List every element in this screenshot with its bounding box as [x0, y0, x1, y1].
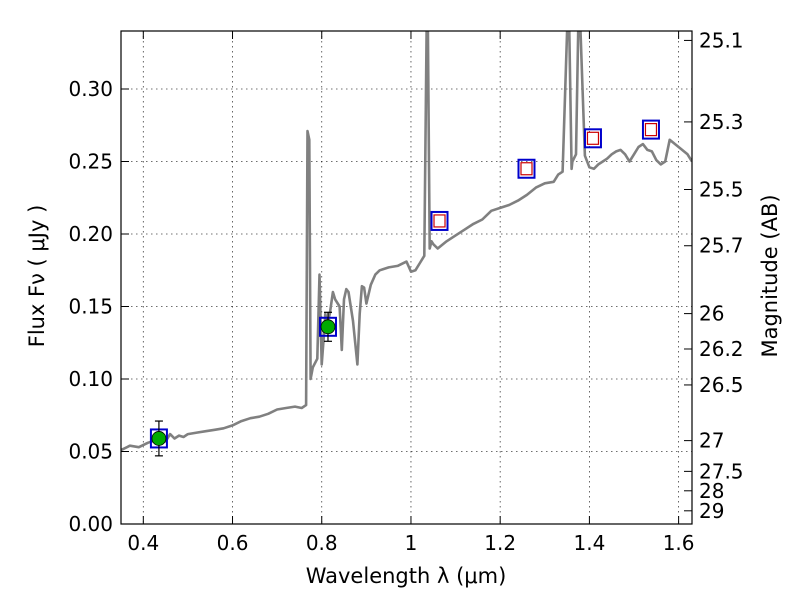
x-tick-label: 1.2 [484, 531, 516, 555]
x-tick-label: 1.6 [663, 531, 695, 555]
y-tick-label: 0.15 [68, 295, 113, 319]
right-tick-label: 25.1 [699, 28, 744, 52]
observed-point [320, 319, 336, 335]
spectrum-layer [121, 31, 692, 452]
right-tick-label: 26.5 [699, 373, 744, 397]
model-band-box [430, 210, 449, 231]
x-tick-label: 1.4 [573, 531, 605, 555]
x-tick-label: 1 [405, 531, 418, 555]
y-tick-label: 0.10 [68, 367, 113, 391]
x-tick-label: 0.8 [306, 531, 338, 555]
y-right-axis-label: Magnitude (AB) [758, 194, 782, 357]
grid-layer [121, 31, 692, 525]
points-layer [149, 119, 660, 457]
upper-limit-box [644, 122, 658, 137]
model-band-box [583, 128, 602, 149]
upper-limit-box [520, 162, 533, 176]
right-tick-label: 26 [699, 302, 724, 326]
x-axis-label: Wavelength λ (μm) [306, 564, 507, 588]
upper-limit-box [586, 131, 600, 145]
right-tick-label: 27 [699, 429, 724, 453]
right-tick-label: 25.3 [699, 110, 744, 134]
y-tick-label: 0.20 [68, 222, 113, 246]
y-axis-label: Flux Fν ( μJy ) [25, 205, 49, 348]
x-tick-label: 0.4 [127, 531, 159, 555]
right-tick-label: 28 [699, 479, 724, 503]
model-band-box [641, 119, 660, 140]
plot-frame [120, 30, 693, 525]
right-tick-label: 26.2 [699, 337, 744, 361]
right-tick-label: 25.7 [699, 234, 744, 258]
upper-limit-box [433, 214, 446, 228]
y-tick-label: 0.25 [68, 150, 113, 174]
x-tick-label: 0.6 [217, 531, 249, 555]
observed-point [151, 431, 167, 446]
model-band-box [517, 158, 536, 179]
y-tick-label: 0.00 [68, 512, 113, 536]
right-tick-label: 25.5 [699, 177, 744, 201]
right-tick-label: 29 [699, 499, 724, 523]
y-tick-label: 0.05 [68, 440, 113, 464]
right-tick-label: 27.5 [699, 459, 744, 483]
spectrum-line [121, 31, 692, 452]
tick-layer: 0.4 0.6 0.8 1 1.2 1.4 1.6 0.00 0.05 0.10 0.15 0.20 0… [68, 28, 743, 555]
y-tick-label: 0.30 [68, 77, 113, 101]
